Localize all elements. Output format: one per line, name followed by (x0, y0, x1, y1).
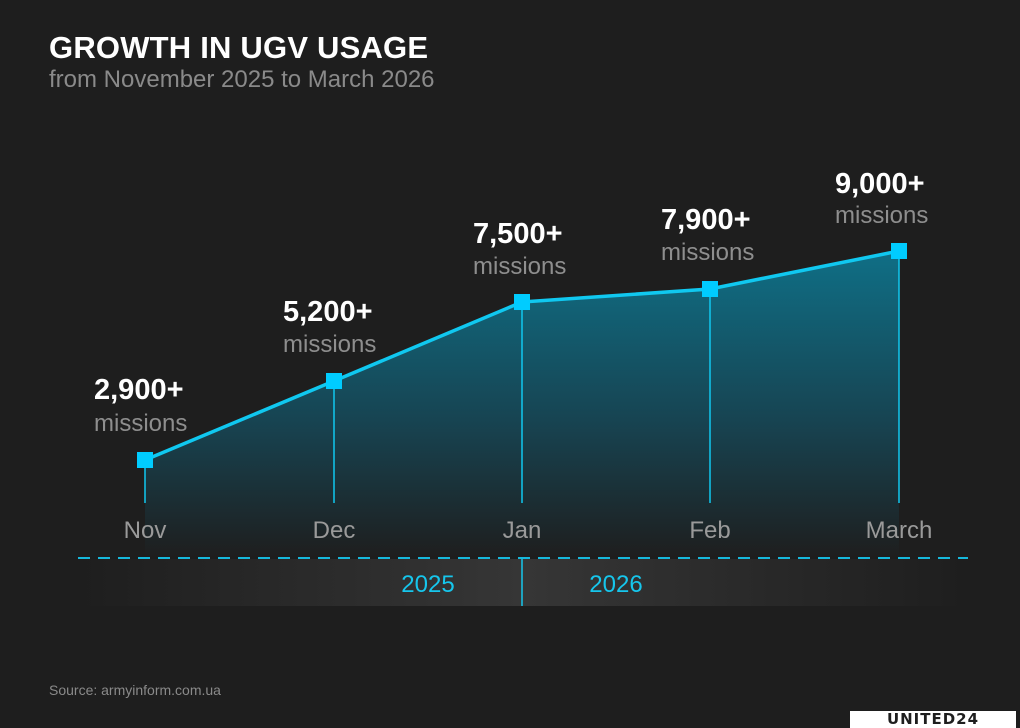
marker-dec (326, 373, 342, 389)
label-value: 2,900+ (94, 374, 184, 406)
x-tick-label: March (866, 517, 933, 544)
data-markers (137, 243, 907, 468)
data-labels: 2,900+ missions 5,200+ missions 7,500+ m… (94, 168, 928, 437)
marker-feb (702, 281, 718, 297)
label-unit: missions (283, 331, 376, 358)
year-label-2025: 2025 (401, 571, 454, 598)
x-tick-label: Jan (503, 517, 542, 544)
x-tick-label: Feb (689, 517, 730, 544)
label-unit: missions (835, 202, 928, 229)
chart-title: GROWTH IN UGV USAGE (49, 30, 429, 65)
marker-mar (891, 243, 907, 259)
label-value: 7,500+ (473, 218, 563, 250)
label-unit: missions (473, 253, 566, 280)
drop-lines (144, 251, 900, 503)
marker-nov (137, 452, 153, 468)
label-value: 5,200+ (283, 296, 373, 328)
chart-subtitle: from November 2025 to March 2026 (49, 66, 435, 93)
x-tick-label: Dec (313, 517, 356, 544)
year-band (78, 559, 968, 606)
label-unit: missions (661, 239, 754, 266)
x-axis-labels: Nov Dec Jan Feb March (124, 517, 933, 544)
united24-logo: UNITED24 (850, 711, 1016, 728)
marker-jan (514, 294, 530, 310)
label-value: 7,900+ (661, 204, 751, 236)
x-tick-label: Nov (124, 517, 167, 544)
label-value: 9,000+ (835, 168, 925, 200)
source-note: Source: armyinform.com.ua (49, 682, 221, 698)
label-unit: missions (94, 410, 187, 437)
year-label-2026: 2026 (589, 571, 642, 598)
